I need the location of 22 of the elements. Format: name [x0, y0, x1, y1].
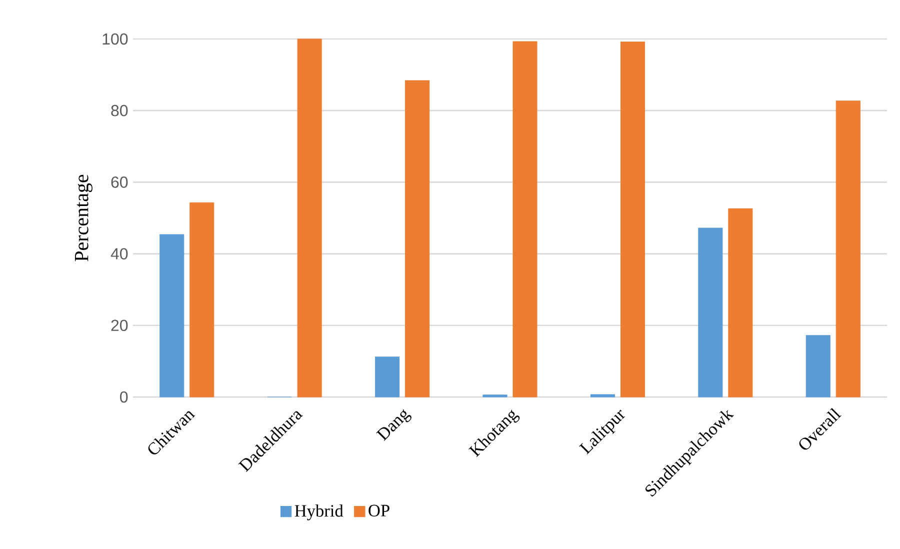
bar	[190, 202, 214, 398]
bar	[590, 394, 615, 398]
bar	[160, 234, 184, 398]
bar	[620, 42, 645, 398]
bar	[728, 208, 753, 398]
y-axis-title: Percentage	[75, 174, 92, 262]
bar	[482, 394, 508, 398]
y-tick-label: 20	[111, 320, 128, 332]
bar	[375, 356, 400, 398]
y-tick-label: 80	[111, 104, 128, 116]
y-tick-label: 60	[111, 176, 128, 188]
bar	[698, 228, 723, 398]
y-tick-label: 100	[102, 33, 128, 45]
bar	[405, 80, 430, 398]
y-tick-label: 0	[120, 391, 128, 403]
legend-label: OP	[368, 504, 390, 516]
legend-label: Hybrid	[294, 504, 344, 520]
bar	[836, 100, 860, 398]
bar	[806, 335, 830, 398]
y-tick-label: 40	[110, 248, 128, 260]
bar	[512, 41, 538, 398]
bar	[297, 38, 322, 398]
